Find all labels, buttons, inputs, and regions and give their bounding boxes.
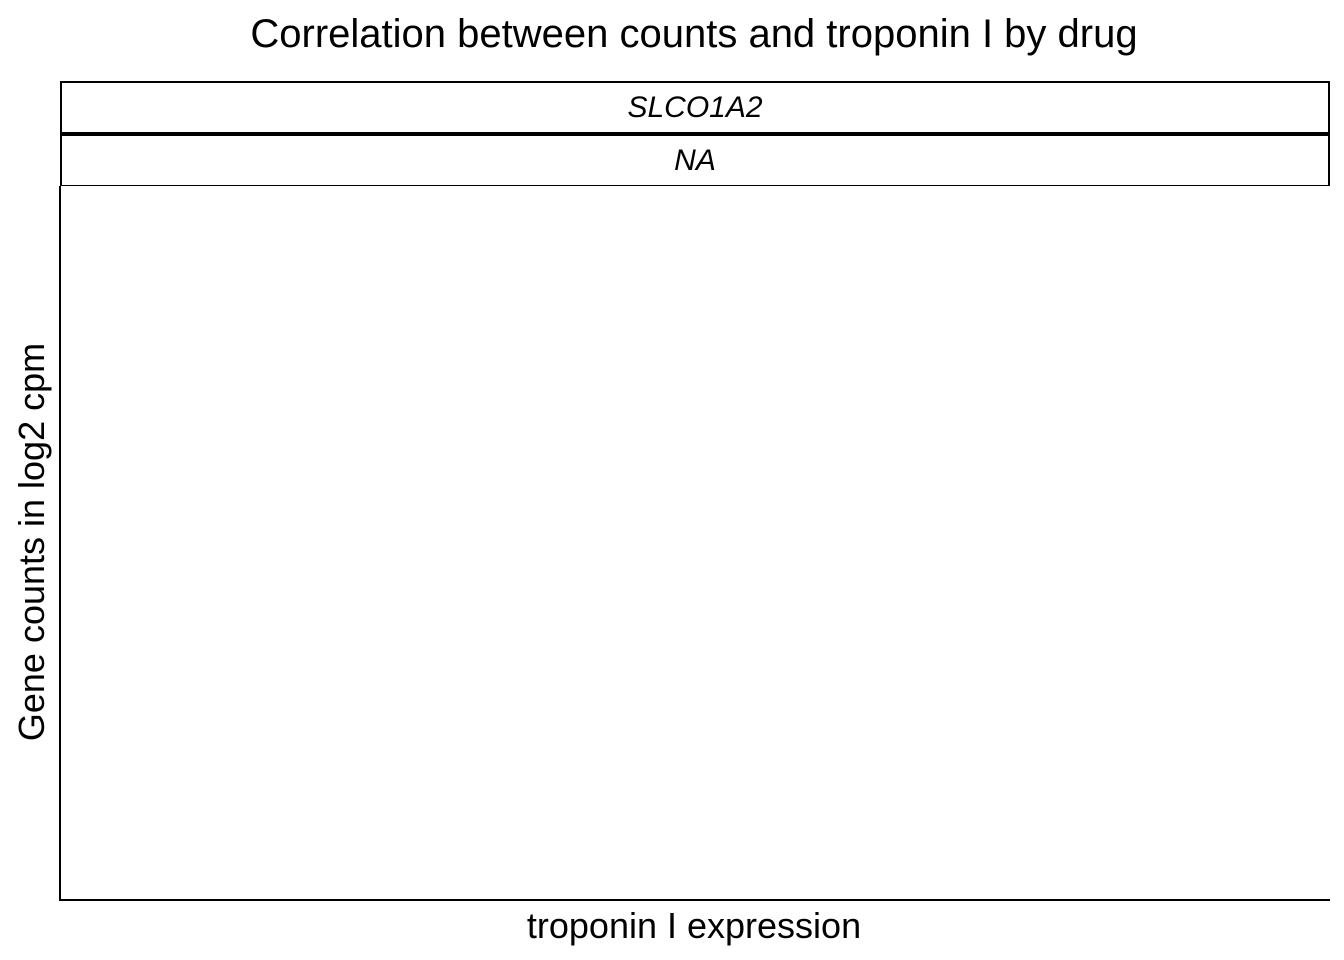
x-axis-label: troponin I expression bbox=[526, 905, 862, 946]
y-axis-label: Gene counts in log2 cpm bbox=[11, 342, 52, 742]
facet-strip-gene: SLCO1A2 bbox=[60, 81, 1330, 134]
facet-strip-drug: NA bbox=[60, 134, 1330, 187]
chart-title: Correlation between counts and troponin … bbox=[250, 12, 1138, 56]
plot-panel bbox=[59, 186, 1330, 901]
